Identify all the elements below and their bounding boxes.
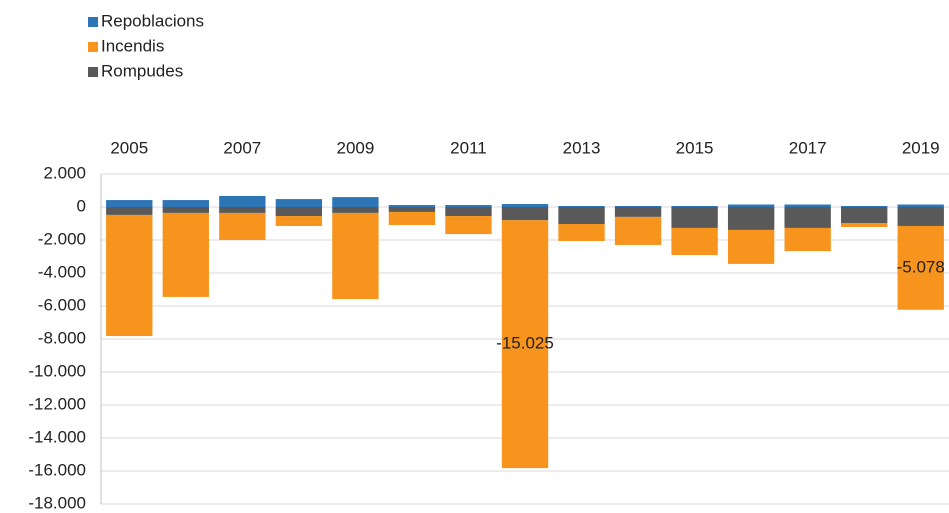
y-tick-label: 2.000 — [43, 163, 86, 182]
bar-segment — [784, 204, 831, 207]
bar-segment — [897, 204, 944, 207]
bar-segment — [275, 207, 323, 217]
x-tick-label: 2017 — [789, 138, 827, 157]
bar-segment — [614, 207, 662, 217]
bar-segment — [841, 223, 888, 227]
y-tick-label: -18.000 — [28, 493, 86, 512]
legend-label: Incendis — [101, 36, 164, 55]
bar-segment — [841, 206, 888, 207]
bar-segment — [106, 207, 153, 215]
y-tick-label: -8.000 — [38, 328, 86, 347]
bar-segment — [784, 207, 831, 228]
bar-segment — [445, 207, 492, 217]
x-tick-label: 2019 — [902, 138, 940, 157]
data-label: -5.078 — [897, 257, 945, 276]
y-tick-label: -10.000 — [28, 361, 86, 380]
bar-segment — [841, 207, 888, 224]
legend-label: Repoblacions — [101, 11, 204, 30]
bar-segment — [671, 207, 718, 228]
bar-segment — [501, 207, 549, 221]
bar-segment — [106, 214, 153, 337]
legend-swatch — [88, 42, 98, 52]
bar-segment — [388, 207, 436, 212]
bar-segment — [727, 207, 775, 230]
bar-segment — [671, 206, 718, 207]
bar-segment — [897, 207, 944, 226]
bar-segment — [671, 227, 718, 256]
x-tick-label: 2009 — [336, 138, 374, 157]
x-tick-label: 2007 — [223, 138, 261, 157]
legend-swatch — [88, 17, 98, 27]
bar-segment — [784, 227, 831, 252]
bar-segment — [501, 204, 549, 207]
y-tick-label: -2.000 — [38, 229, 86, 248]
bar-segment — [275, 216, 323, 226]
y-tick-label: -16.000 — [28, 460, 86, 479]
legend-label: Rompudes — [101, 61, 183, 80]
x-tick-label: 2015 — [676, 138, 714, 157]
y-tick-label: -6.000 — [38, 295, 86, 314]
bar-segment — [332, 207, 379, 213]
legend-swatch — [88, 67, 98, 77]
bar-segment — [614, 206, 662, 207]
y-tick-label: -4.000 — [38, 262, 86, 281]
bar-segment — [558, 207, 605, 224]
bar-segment — [558, 206, 605, 207]
bar-segment — [219, 207, 266, 213]
bar-segment — [727, 204, 775, 207]
x-tick-label: 2005 — [110, 138, 148, 157]
bar-segment — [219, 195, 266, 207]
bar-segment — [332, 197, 379, 207]
bar-segment — [445, 216, 492, 235]
bar-segment — [275, 199, 323, 207]
bar-segment — [558, 223, 605, 241]
bar-segment — [219, 212, 266, 240]
x-tick-label: 2011 — [450, 138, 487, 157]
y-tick-label: 0 — [77, 196, 86, 215]
data-label: -15.025 — [496, 334, 554, 353]
bar-segment — [897, 225, 944, 310]
bar-segment — [614, 216, 662, 245]
bar-segment — [162, 207, 209, 213]
bar-segment — [162, 212, 209, 297]
bar-segment — [388, 205, 436, 207]
bar-segment — [727, 229, 775, 264]
bar-segment — [162, 200, 209, 207]
y-tick-label: -14.000 — [28, 427, 86, 446]
bar-segment — [332, 212, 379, 300]
bar-segment — [501, 220, 549, 469]
bar-segment — [445, 205, 492, 207]
x-tick-label: 2013 — [563, 138, 601, 157]
bar-segment — [388, 211, 436, 225]
bar-segment — [106, 200, 153, 207]
y-tick-label: -12.000 — [28, 394, 86, 413]
